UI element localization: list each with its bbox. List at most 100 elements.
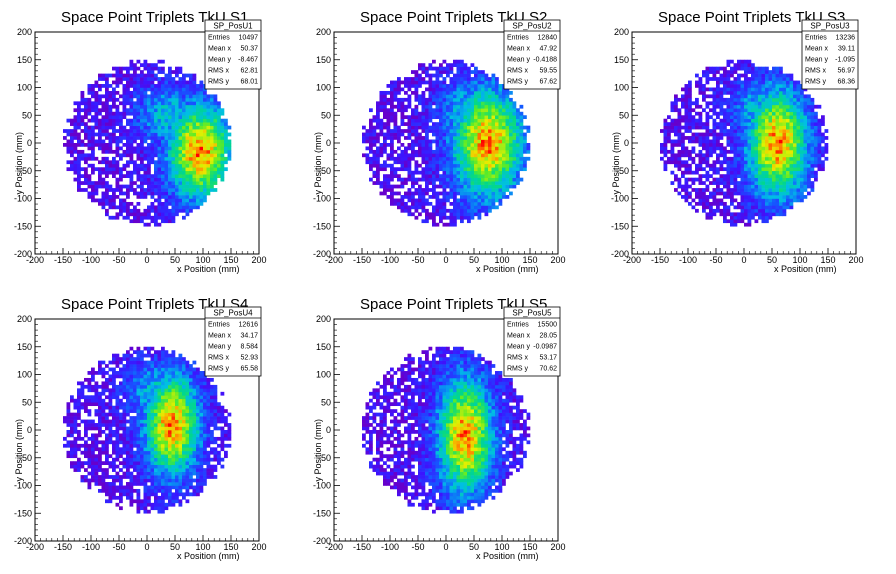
heatmap-cell <box>709 70 713 74</box>
y-axis-label: y Position (mm) <box>14 132 24 195</box>
y-tick-label: -50 <box>616 166 629 176</box>
heatmap-cell <box>751 212 755 217</box>
heatmap-cell <box>786 87 790 92</box>
heatmap-cell <box>407 80 412 85</box>
stats-row-value: 56.97 <box>837 68 855 75</box>
heatmap-cell <box>418 139 422 144</box>
heatmap-cell <box>747 195 752 199</box>
heatmap-cell <box>372 139 377 144</box>
stats-row-label: Mean y <box>208 57 231 64</box>
heatmap-cell <box>178 188 183 192</box>
heatmap-cell <box>210 136 214 140</box>
heatmap-cell <box>101 77 106 81</box>
heatmap-cell <box>404 77 408 81</box>
heatmap-cell <box>463 70 468 74</box>
heatmap-cell <box>775 143 780 147</box>
heatmap-cell <box>425 101 429 106</box>
heatmap-cell <box>716 77 720 81</box>
heatmap-cell <box>740 104 745 109</box>
heatmap-cell <box>178 118 183 123</box>
heatmap-cell <box>418 84 422 88</box>
heatmap-cell <box>684 136 689 140</box>
heatmap-cell <box>512 149 517 154</box>
heatmap-cell <box>768 84 773 88</box>
heatmap-cell <box>800 167 804 172</box>
heatmap-cell <box>421 66 426 71</box>
heatmap-cell <box>810 125 815 130</box>
heatmap-cell <box>115 115 120 120</box>
heatmap-cell <box>199 184 204 189</box>
heatmap-cell <box>702 146 706 151</box>
heatmap-cell <box>477 108 482 113</box>
heatmap-cell <box>428 139 433 144</box>
heatmap-cell <box>502 132 506 137</box>
heatmap-cell <box>782 90 787 95</box>
heatmap-cell <box>453 198 457 203</box>
heatmap-cell <box>705 215 710 220</box>
heatmap-cell <box>206 115 211 120</box>
heatmap-cell <box>463 63 468 67</box>
heatmap-cell <box>477 181 482 185</box>
heatmap-cell <box>435 156 440 161</box>
heatmap-cell <box>793 174 797 178</box>
heatmap-cell <box>516 111 520 116</box>
heatmap-cell <box>84 188 88 192</box>
heatmap-cell <box>463 181 468 185</box>
heatmap-cell <box>726 149 731 154</box>
heatmap-cell <box>681 118 685 123</box>
x-tick-label: -100 <box>82 255 100 265</box>
heatmap-cell <box>192 174 197 178</box>
heatmap-cell <box>192 77 197 81</box>
heatmap-cell <box>786 129 790 133</box>
heatmap-cell <box>87 195 92 199</box>
heatmap-cell <box>807 111 811 116</box>
heatmap-cell <box>674 156 678 161</box>
heatmap-cell <box>800 174 804 178</box>
heatmap-cell <box>73 430 78 434</box>
heatmap-cell <box>161 167 165 172</box>
heatmap-cell <box>477 149 482 154</box>
heatmap-cell <box>112 160 116 165</box>
heatmap-cell <box>400 198 405 203</box>
heatmap-cell <box>800 108 804 113</box>
heatmap-cell <box>477 195 482 199</box>
heatmap-cell <box>80 443 85 448</box>
heatmap-cell <box>702 188 706 192</box>
heatmap-cell <box>695 122 699 126</box>
heatmap-cell <box>143 177 148 182</box>
heatmap-cell <box>502 160 506 165</box>
heatmap-cell <box>723 191 727 196</box>
heatmap-cell <box>695 132 699 137</box>
heatmap-cell <box>189 122 193 126</box>
heatmap-cell <box>126 163 130 168</box>
heatmap-cell <box>66 454 71 459</box>
heatmap-cell <box>112 104 116 109</box>
heatmap-cell <box>175 125 179 130</box>
heatmap-cell <box>73 461 78 465</box>
heatmap-cell <box>446 108 450 113</box>
heatmap-cell <box>129 80 134 85</box>
heatmap-cell <box>421 129 426 133</box>
heatmap-cell <box>94 122 99 126</box>
heatmap-cell <box>505 115 510 120</box>
heatmap-cell <box>474 143 478 147</box>
heatmap-cell <box>63 419 67 424</box>
heatmap-cell <box>474 73 478 78</box>
heatmap-cell <box>175 149 179 154</box>
heatmap-cell <box>674 139 678 144</box>
heatmap-cell <box>775 191 780 196</box>
heatmap-cell <box>425 80 429 85</box>
heatmap-cell <box>810 153 815 158</box>
heatmap-cell <box>453 170 457 175</box>
heatmap-cell <box>442 136 447 140</box>
heatmap-cell <box>477 125 482 130</box>
heatmap-cell <box>491 170 496 175</box>
heatmap-cell <box>418 115 422 120</box>
heatmap-cell <box>688 163 692 168</box>
heatmap-cell <box>807 129 811 133</box>
heatmap-cell <box>698 104 703 109</box>
heatmap-cell <box>765 97 769 102</box>
heatmap-cell <box>126 97 130 102</box>
heatmap-cell <box>161 153 165 158</box>
heatmap-cell <box>213 115 218 120</box>
